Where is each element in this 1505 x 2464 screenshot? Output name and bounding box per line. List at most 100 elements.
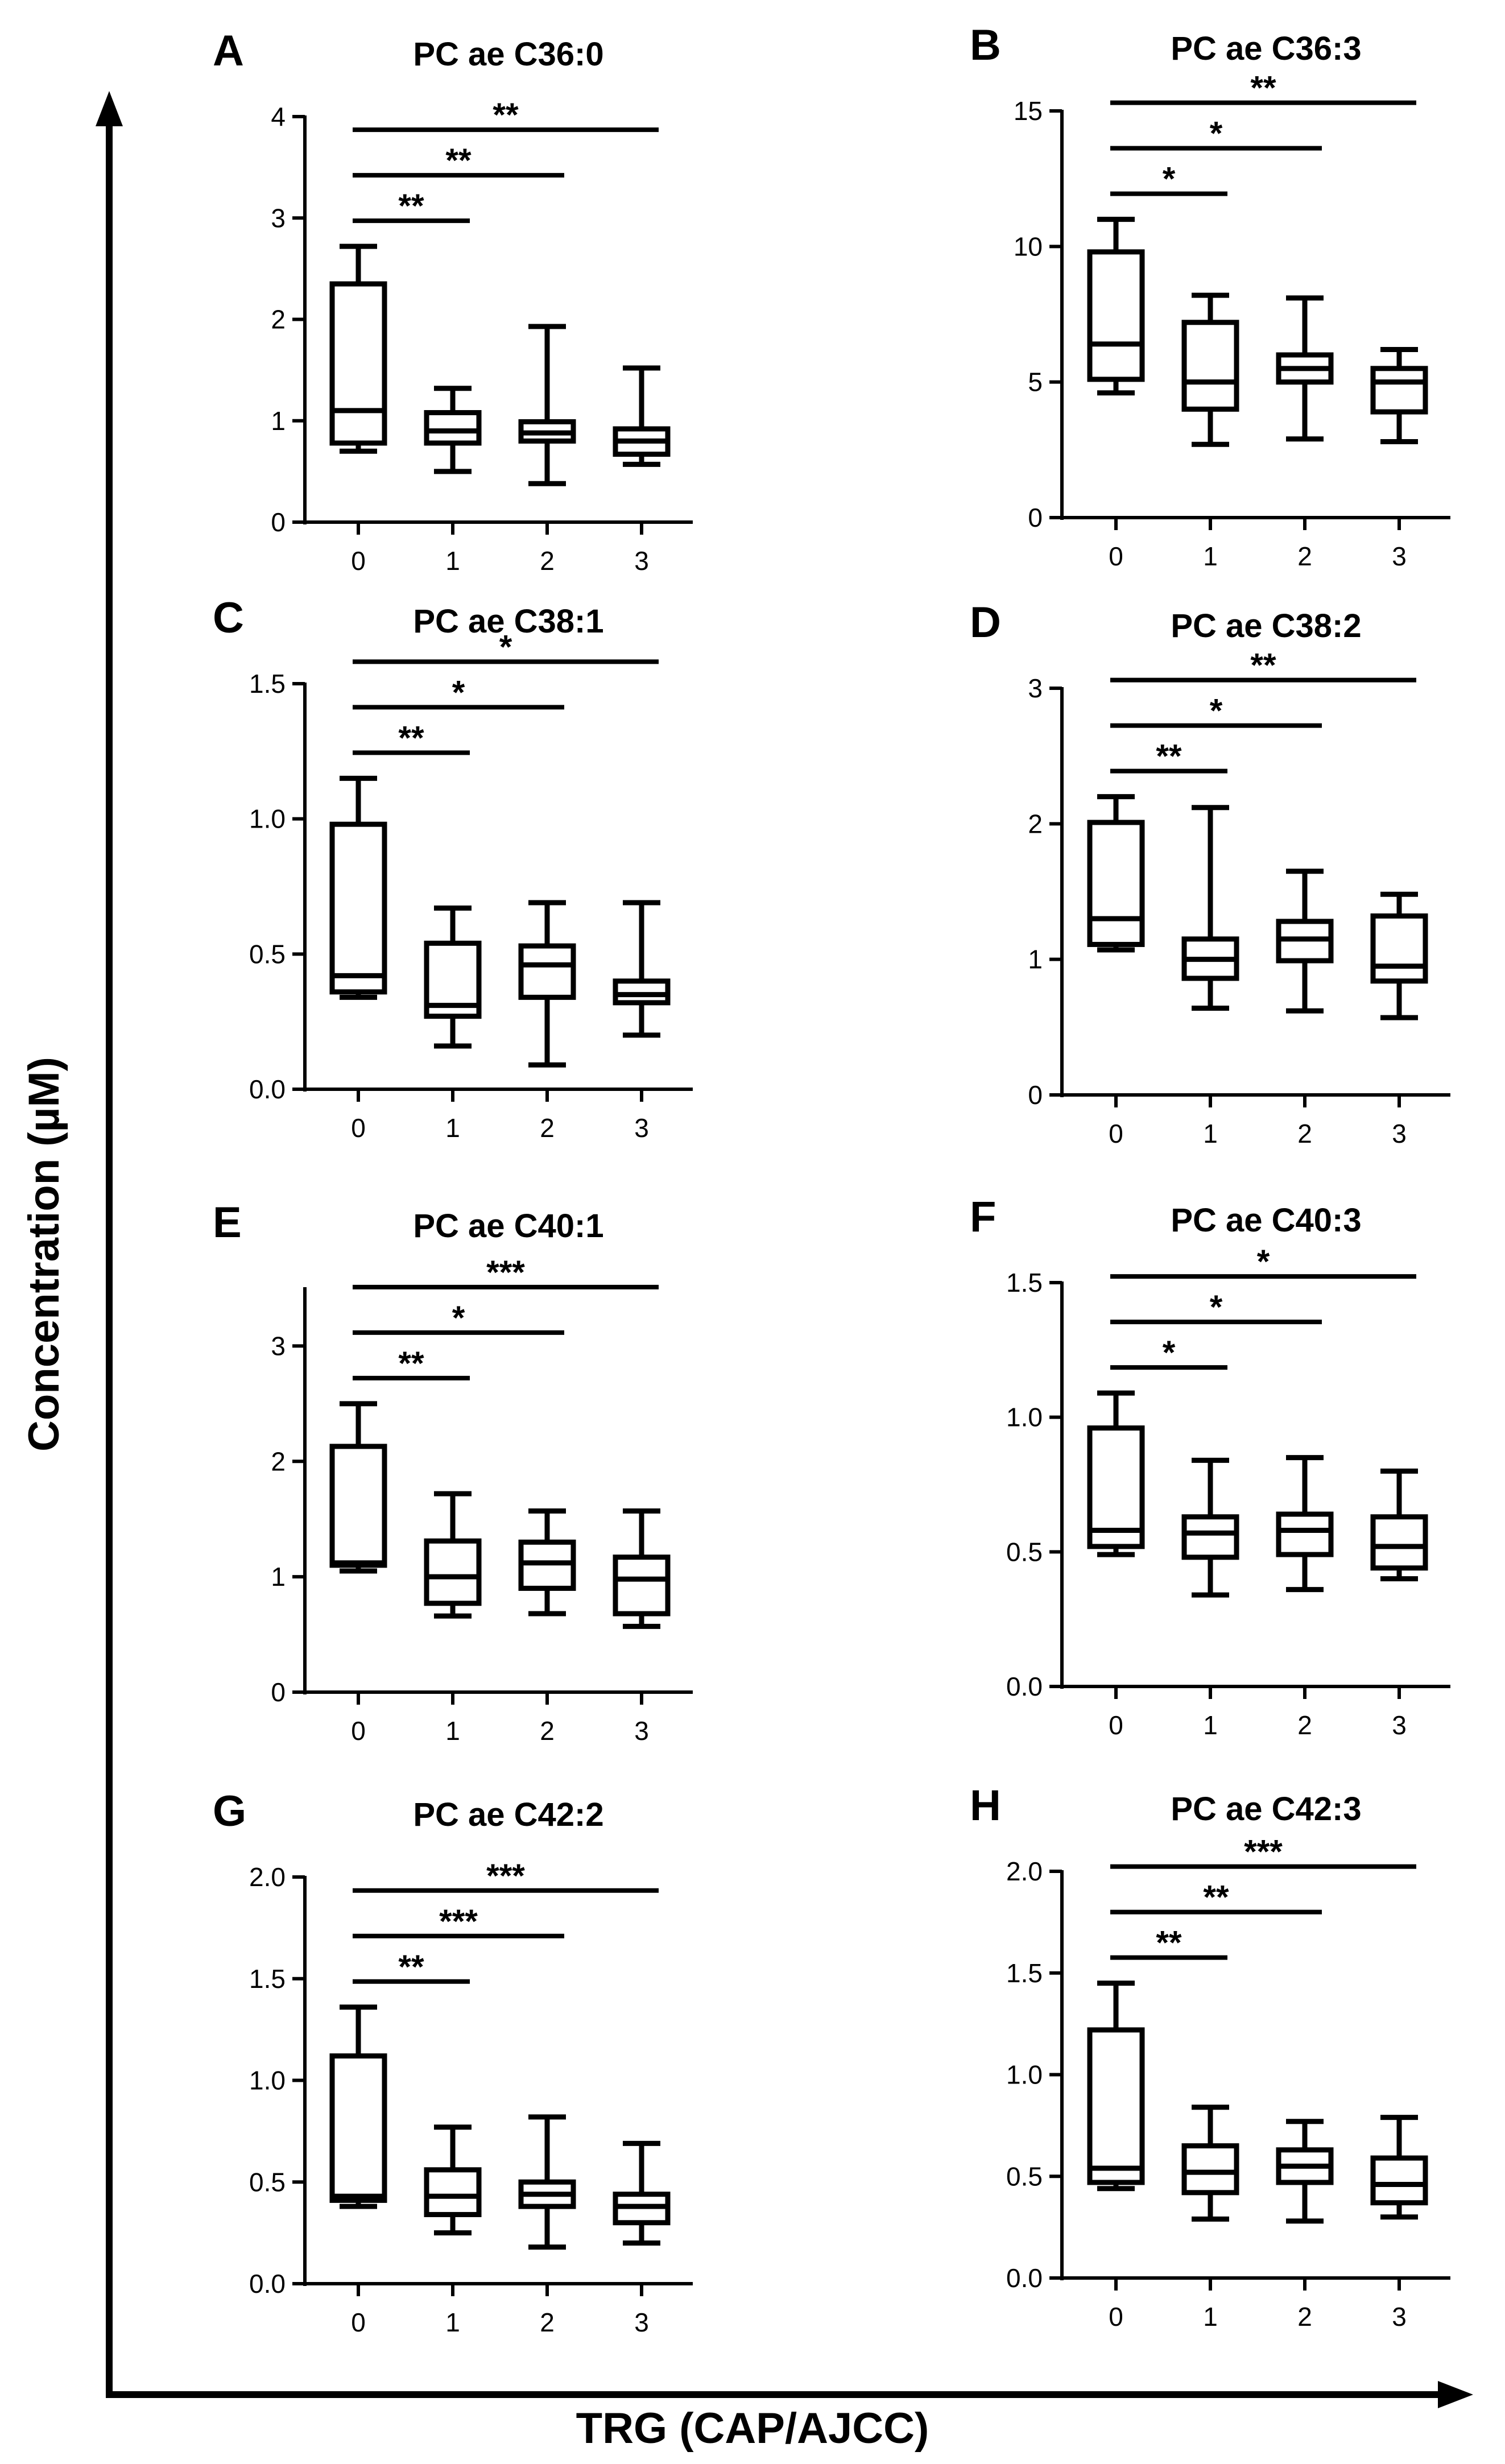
panel-c: C PC ae C38:10.00.51.01.50 1 2 3**** — [213, 594, 693, 1143]
panel-e-significance-label: ** — [398, 1345, 424, 1382]
panel-f-y-tick-label: 1.0 — [1006, 1403, 1043, 1432]
panel-h-y-tick-label: 2.0 — [1006, 1857, 1043, 1886]
panel-f-x-tick-label: 3 — [1392, 1710, 1407, 1740]
panel-h-box-3 — [1370, 2115, 1428, 2220]
panel-g-box-3 — [613, 2140, 671, 2246]
panel-h-significance-label: *** — [1244, 1834, 1283, 1871]
panel-e-significance-label: * — [452, 1300, 465, 1337]
panel-a-box-1 — [424, 386, 482, 474]
panel-e-y-tick-label: 2 — [271, 1446, 286, 1476]
panel-c-box-3 — [613, 900, 671, 1038]
box-iqr — [613, 978, 671, 1006]
panel-c-significance-label: * — [499, 629, 512, 665]
panel-c-x-tick-label: 2 — [540, 1113, 555, 1143]
panel-h-x-tick-label: 2 — [1297, 2302, 1312, 2331]
panel-c-y-tick-label: 0.5 — [249, 939, 286, 969]
panel-a-title: PC ae C36:0 — [413, 36, 603, 73]
panel-e-title: PC ae C40:1 — [413, 1208, 603, 1245]
panel-a-box-2 — [518, 324, 576, 486]
panel-e-box-2 — [518, 1508, 576, 1617]
panel-g-letter: G — [213, 1787, 246, 1835]
panel-a-y-tick-label: 1 — [271, 406, 286, 436]
panel-c-y-tick-label: 0.0 — [249, 1074, 286, 1104]
panel-d-x-tick-label: 1 — [1203, 1119, 1218, 1148]
panel-c-box-2 — [518, 900, 576, 1068]
outer-y-axis-label: Concentration (µM) — [20, 1057, 68, 1452]
box-iqr — [1370, 2155, 1428, 2206]
panel-b-x-tick-label: 1 — [1203, 541, 1218, 571]
panel-b-x-tick-label: 2 — [1297, 541, 1312, 571]
panel-g-significance-label: *** — [439, 1903, 478, 1940]
panel-g-significance-label: ** — [398, 1949, 424, 1986]
panel-b-y-tick-label: 0 — [1028, 503, 1043, 532]
box-iqr — [329, 2053, 387, 2203]
panel-h-x-tick-label: 1 — [1203, 2302, 1218, 2331]
panel-b-letter: B — [970, 21, 1001, 69]
panel-d-significance-label: ** — [1156, 738, 1182, 775]
panel-c-box-1 — [424, 906, 482, 1049]
panel-a-y-tick-label: 4 — [271, 102, 286, 131]
panel-b-y-tick-label: 15 — [1014, 96, 1043, 126]
panel-d-box-1 — [1181, 805, 1239, 1011]
panel-d-significance-label: * — [1210, 693, 1223, 730]
panel-f-y-tick-label: 0.5 — [1006, 1537, 1043, 1566]
box-iqr — [1181, 1514, 1239, 1560]
panel-e-y-tick-label: 1 — [271, 1562, 286, 1591]
panel-d-significance-label: ** — [1250, 647, 1276, 684]
panel-g-y-tick-label: 0.5 — [249, 2167, 286, 2197]
panel-f-significance-label: * — [1210, 1289, 1223, 1326]
panel-g: G PC ae C42:20.00.51.01.52.00 1 2 3******** — [213, 1787, 693, 2337]
panel-g-title: PC ae C42:2 — [413, 1796, 603, 1833]
panel-g-y-tick-label: 1.5 — [249, 1964, 286, 1994]
panel-f-significance-label: * — [1163, 1334, 1176, 1371]
panel-f-y-tick-label: 0.0 — [1006, 1672, 1043, 1701]
panel-c-y-tick-label: 1.5 — [249, 669, 286, 698]
panel-b-box-1 — [1181, 292, 1239, 447]
panel-a: A PC ae C36:0 0 1 2 3 4 0 1 2 3 ** ** ** — [213, 27, 693, 576]
panel-b-significance-label: * — [1210, 115, 1223, 152]
panel-b-x-tick-label: 3 — [1392, 541, 1407, 571]
panel-f-box-1 — [1181, 1457, 1239, 1598]
panel-d-x-tick-label: 2 — [1297, 1119, 1312, 1148]
panel-e-x-tick-label: 3 — [634, 1716, 649, 1746]
panel-d-y-tick-label: 1 — [1028, 945, 1043, 974]
outer-x-axis-label: TRG (CAP/AJCC) — [576, 2404, 929, 2453]
panel-f-box-3 — [1370, 1468, 1428, 1582]
box-iqr — [613, 1555, 671, 1617]
panel-e-x-tick-label: 2 — [540, 1716, 555, 1746]
panel-f-letter: F — [970, 1193, 996, 1241]
panel-b-title: PC ae C36:3 — [1171, 30, 1361, 67]
panel-e-letter: E — [213, 1198, 242, 1247]
panel-c-y-tick-label: 1.0 — [249, 804, 286, 834]
panel-d-y-tick-label: 2 — [1028, 809, 1043, 838]
panel-f-y-tick-label: 1.5 — [1006, 1268, 1043, 1297]
panel-a-box-0 — [329, 243, 387, 454]
panel-g-box-2 — [518, 2114, 576, 2250]
box-iqr — [424, 1538, 482, 1606]
panel-f-x-tick-label: 0 — [1109, 1710, 1123, 1740]
panel-a-significance-label: ** — [398, 188, 424, 225]
panel-g-y-tick-label: 2.0 — [249, 1862, 286, 1892]
panel-d-box-0 — [1087, 794, 1145, 953]
panel-g-x-tick-label: 1 — [445, 2308, 460, 2337]
panel-g-x-tick-label: 3 — [634, 2308, 649, 2337]
panel-b-box-3 — [1370, 346, 1428, 445]
panel-e-x-tick-label: 0 — [351, 1716, 366, 1746]
panel-h-title: PC ae C42:3 — [1171, 1791, 1361, 1828]
panel-h-box-2 — [1276, 2119, 1334, 2224]
box-iqr — [1370, 366, 1428, 415]
panel-h-letter: H — [970, 1781, 1001, 1830]
outer-y-axis-arrowhead — [96, 91, 123, 126]
panel-a-x-tick-label: 2 — [540, 546, 555, 576]
panel-f-significance-label: * — [1257, 1243, 1270, 1280]
panel-g-x-tick-label: 0 — [351, 2308, 366, 2337]
panel-h-significance-label: ** — [1156, 1925, 1182, 1962]
panel-f-box-0 — [1087, 1390, 1145, 1557]
panel-g-significance-label: *** — [486, 1858, 525, 1895]
box-iqr — [329, 1444, 387, 1568]
panel-b-y-tick-label: 10 — [1014, 231, 1043, 261]
panel-e-box-0 — [329, 1401, 387, 1574]
